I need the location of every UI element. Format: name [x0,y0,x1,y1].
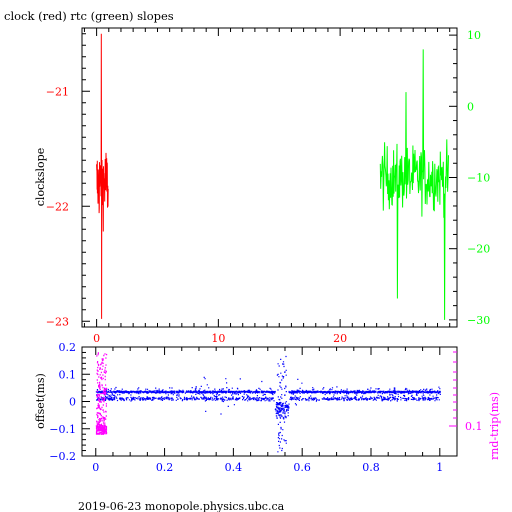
bottom-y2-tick-label: 0.1 [465,420,483,433]
series-rtc [379,49,449,320]
bottom-chart: 0 0.2 0.4 0.6 0.8 1 0.2 0.1 0 −0.1 −0.2 0.1 offse… [34,341,501,474]
series-offset [95,355,441,453]
top-y2-tick-label: 0 [467,100,474,113]
top-y2-tick-label: −10 [467,172,490,185]
bottom-y-tick-label: −0.2 [49,450,76,463]
top-chart-title: clock (red) rtc (green) slopes [4,9,174,23]
bottom-x-tick-label: 0.4 [225,461,243,474]
bottom-left-y-axis: 0.2 0.1 0 −0.1 −0.2 [49,341,90,463]
top-x-tick-label: 10 [211,332,225,345]
top-x-axis: 0 10 20 [83,28,451,345]
top-y-tick-label: −23 [46,315,69,328]
top-y2-tick-label: 10 [467,29,481,42]
top-chart: 0 10 20 −21 −22 −23 10 0 −10 −20 −30 clockslope [34,27,490,345]
top-y-tick-label: −22 [46,200,69,213]
bottom-x-tick-label: 0.6 [293,461,311,474]
top-y2-tick-label: −20 [467,243,490,256]
bottom-y-axis-label: offset(ms) [34,373,47,429]
top-x-tick-label: 0 [93,332,100,345]
bottom-series-group [95,352,441,453]
bottom-x-tick-label: 0.8 [362,461,380,474]
top-series-group [96,33,449,320]
footer-text: 2019-06-23 monopole.physics.ubc.ca [78,500,285,512]
bottom-x-tick-label: 0 [92,461,99,474]
top-right-y-axis: 10 0 −10 −20 −30 [449,29,490,327]
bottom-y-tick-label: −0.1 [49,423,76,436]
top-x-tick-label: 20 [333,332,347,345]
top-y-axis-label: clockslope [34,148,47,206]
bottom-right-y-axis: 0.1 [449,351,483,433]
top-left-y-axis: −21 −22 −23 [46,33,90,328]
bottom-x-tick-label: 0.2 [156,461,174,474]
series-rnd-trip [95,352,108,435]
bottom-y-tick-label: 0 [69,396,76,409]
bottom-y-tick-label: 0.1 [59,368,77,381]
bottom-x-tick-label: 1 [436,461,443,474]
bottom-x-axis: 0 0.2 0.4 0.6 0.8 1 [92,347,443,474]
top-y2-tick-label: −30 [467,314,490,327]
series-clock [96,33,109,319]
top-y-tick-label: −21 [46,85,69,98]
bottom-y-tick-label: 0.2 [59,341,77,354]
bottom-y2-axis-label: rnd-trip(ms) [488,392,501,460]
